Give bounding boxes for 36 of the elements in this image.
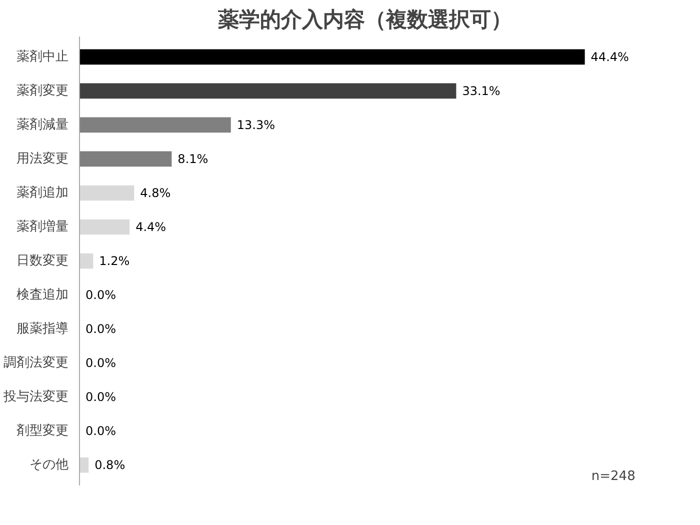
y-tick-label: 薬剤中止 — [16, 49, 68, 64]
y-tick-label: その他 — [30, 458, 68, 473]
y-tick-label: 日数変更 — [16, 252, 68, 268]
data-label: 0.0% — [86, 390, 116, 404]
bar — [80, 457, 89, 473]
bar — [80, 253, 94, 269]
bar — [80, 49, 585, 65]
bar — [80, 185, 134, 201]
bar — [80, 151, 172, 167]
chart-title: 薬学的介入内容（複数選択可） — [217, 8, 512, 32]
data-label: 0.0% — [86, 322, 116, 336]
data-label: 0.0% — [86, 288, 116, 302]
y-tick-label: 検査追加 — [16, 288, 68, 303]
y-tick-label: 薬剤増量 — [16, 218, 68, 234]
data-label: 4.8% — [140, 186, 171, 200]
data-label: 4.4% — [136, 220, 166, 234]
data-label: 33.1% — [462, 84, 500, 98]
y-tick-label: 薬剤減量 — [16, 117, 68, 132]
bar — [80, 117, 231, 133]
y-tick-label: 薬剤変更 — [16, 82, 68, 98]
data-label: 0.0% — [86, 356, 116, 370]
y-tick-label: 薬剤追加 — [16, 185, 68, 200]
data-label: 0.8% — [94, 458, 126, 472]
text: n=248 — [591, 468, 636, 484]
y-tick-label: 剤型変更 — [16, 422, 68, 439]
bar — [80, 219, 130, 235]
bar — [80, 83, 456, 99]
data-label: 13.3% — [236, 118, 275, 132]
y-tick-label: 用法変更 — [16, 150, 68, 166]
data-label: 1.2% — [99, 254, 130, 268]
data-label: 0.0% — [86, 424, 116, 438]
y-tick-label: 投与法変更 — [2, 388, 68, 405]
y-tick-label: 服薬指導 — [16, 322, 68, 337]
y-tick-label: 調剤法変更 — [4, 354, 68, 371]
data-label: 8.1% — [178, 152, 208, 166]
data-label: 44.4% — [590, 50, 629, 64]
